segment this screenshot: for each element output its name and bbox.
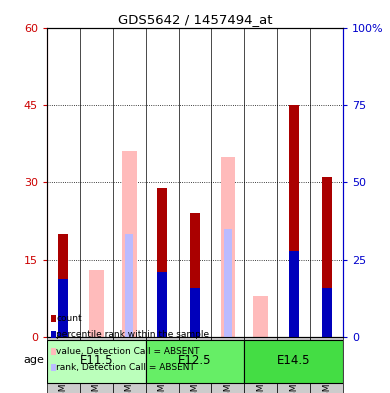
Text: value, Detection Call = ABSENT: value, Detection Call = ABSENT (56, 347, 200, 356)
Bar (122, 151, 136, 338)
Text: E12.5: E12.5 (178, 354, 212, 367)
Bar (47, 340, 145, 383)
Text: age: age (24, 355, 44, 365)
Bar (245, 340, 343, 383)
Text: rank, Detection Call = ABSENT: rank, Detection Call = ABSENT (56, 364, 195, 372)
Text: count: count (56, 314, 82, 323)
Bar (322, 177, 332, 338)
Bar (125, 234, 133, 338)
Bar (289, 105, 299, 338)
Bar (224, 229, 232, 338)
Bar (89, 270, 104, 338)
Bar (58, 234, 68, 338)
Bar (254, 296, 268, 338)
Bar (289, 251, 299, 338)
Bar (145, 340, 245, 383)
Title: GDS5642 / 1457494_at: GDS5642 / 1457494_at (118, 13, 272, 26)
Bar (58, 279, 68, 338)
Bar (322, 288, 332, 338)
Bar (157, 272, 167, 338)
Bar (190, 213, 200, 338)
Text: percentile rank within the sample: percentile rank within the sample (56, 331, 209, 339)
Text: E14.5: E14.5 (277, 354, 310, 367)
Bar (157, 187, 167, 338)
Bar (190, 288, 200, 338)
Bar (220, 157, 235, 338)
Text: E11.5: E11.5 (80, 354, 113, 367)
